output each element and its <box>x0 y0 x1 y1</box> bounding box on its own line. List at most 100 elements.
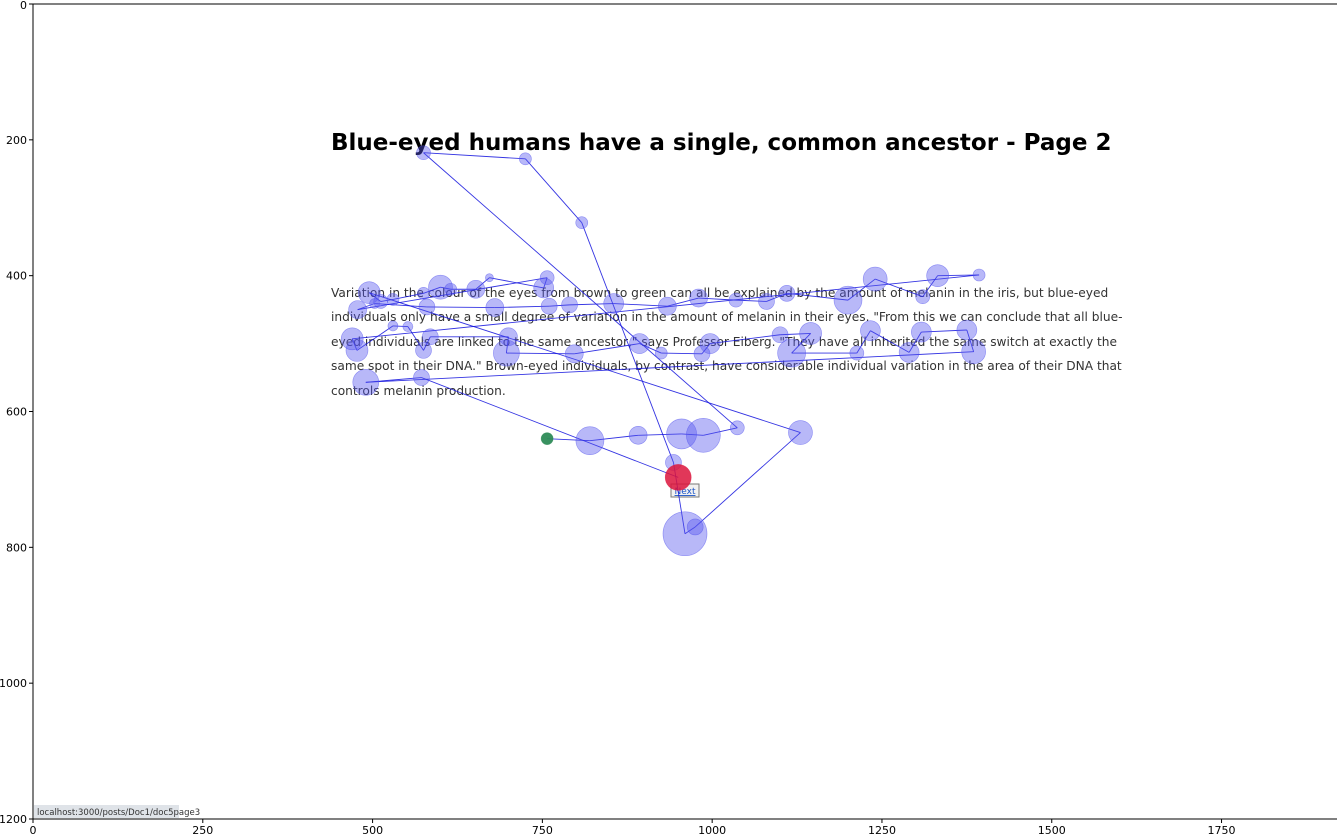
x-axis-ticks: 0 250 500 750 1000 1250 1500 1750 <box>30 819 1236 836</box>
scanpath-segment <box>710 334 781 345</box>
fixation-point <box>788 420 813 445</box>
fixation-point <box>777 338 806 368</box>
fixation-point <box>402 321 414 332</box>
fixation-point <box>485 273 494 283</box>
scanpath-segment <box>423 152 526 160</box>
paragraph-line: same spot in their DNA." Brown-eyed indi… <box>331 359 1122 373</box>
fixation-point <box>413 369 430 386</box>
fixation-point <box>658 296 677 316</box>
x-tick-label: 500 <box>362 824 383 836</box>
scanpath-segment <box>440 286 451 290</box>
scanpath-segment <box>780 332 811 336</box>
fixation-point <box>533 277 555 299</box>
x-tick-label: 1000 <box>698 824 726 836</box>
fixation-point <box>729 420 745 436</box>
scanpath-segment <box>908 331 922 353</box>
scanpath-segment <box>423 152 738 429</box>
x-tick-label: 0 <box>30 824 37 836</box>
fixation-point <box>345 339 369 362</box>
scanpath-segment <box>966 329 975 352</box>
fixation-point <box>898 342 920 363</box>
fixation-point <box>540 297 558 315</box>
y-tick-label: 400 <box>6 270 27 283</box>
fixation-point <box>833 285 863 315</box>
y-tick-label: 200 <box>6 134 27 147</box>
fixation-point <box>466 279 486 299</box>
fixation-point <box>340 327 364 351</box>
scanpath-segment <box>735 299 767 302</box>
fixation-point <box>629 333 650 354</box>
scanpath-segment <box>569 303 614 306</box>
fixation-point <box>386 293 400 306</box>
fixation-point <box>485 298 505 317</box>
fixation-point <box>689 288 708 308</box>
fixation-point <box>417 287 430 300</box>
axes <box>32 3 1337 820</box>
scanpath-segment <box>589 434 639 442</box>
fixation-point <box>561 296 578 314</box>
scanpath-segment <box>505 336 509 354</box>
fixation-start-point <box>540 432 554 445</box>
fixation-point <box>654 346 668 360</box>
fixation-point <box>373 294 389 309</box>
scanpath-segment <box>423 286 441 294</box>
fixation-point <box>799 322 822 345</box>
scanpath-segment <box>937 274 980 277</box>
fixation-point <box>564 344 584 364</box>
fixation-point <box>539 270 555 286</box>
fixation-point <box>575 426 605 456</box>
x-tick-label: 1750 <box>1208 824 1236 836</box>
fixation-point <box>387 320 399 332</box>
fixation-point <box>686 518 704 536</box>
scanpath-segment <box>870 330 910 353</box>
scanpath-segment <box>638 433 682 436</box>
fixation-point <box>499 327 518 347</box>
fixation-point <box>348 300 367 319</box>
scanpath-segment <box>694 432 801 528</box>
fixation-point <box>961 339 986 365</box>
fixation-point <box>972 268 986 282</box>
y-tick-label: 0 <box>20 0 27 12</box>
next-button-label[interactable]: Next <box>675 487 696 497</box>
scanpath-segment <box>921 329 967 333</box>
fixation-point <box>862 266 888 292</box>
fixation-point <box>422 328 439 346</box>
fixation-point <box>911 321 932 343</box>
fixation-point <box>369 298 380 309</box>
fixation-point <box>662 511 708 557</box>
fixation-point <box>416 145 431 161</box>
scanpath-segment <box>681 433 704 436</box>
fixation-points <box>340 145 986 557</box>
y-tick-label: 800 <box>6 541 27 554</box>
paragraph-line: controls melanin production. <box>331 384 506 398</box>
y-axis-ticks: 0 200 400 600 800 1000 1200 <box>0 0 33 826</box>
scanpath-segment <box>856 330 871 354</box>
scanpath-segment <box>421 377 679 478</box>
fixation-point <box>603 293 624 314</box>
scanpath-segment <box>661 352 702 355</box>
article-paragraph: Variation in the colour of the eyes from… <box>331 286 1123 398</box>
scanpath-segment <box>875 278 923 298</box>
scanpath-segment <box>369 292 801 433</box>
scanpath-segment <box>791 333 811 354</box>
x-tick-label: 750 <box>532 824 553 836</box>
scanpath-segment <box>667 297 699 307</box>
scanpath-segment <box>506 352 575 355</box>
fixation-point <box>778 285 796 302</box>
scanpath-segment <box>574 343 640 355</box>
x-tick-label: 1250 <box>868 824 896 836</box>
fixation-point <box>575 216 589 229</box>
fixation-point <box>956 319 978 341</box>
scanpath-segment <box>374 303 427 308</box>
fixation-point <box>926 264 949 287</box>
scanpath-segment <box>549 304 570 307</box>
fixation-point <box>444 282 457 296</box>
scanpath-segment <box>352 274 980 340</box>
scanpath-segment <box>423 336 431 351</box>
y-tick-label: 1000 <box>0 677 27 690</box>
fixation-point <box>493 339 520 367</box>
scanpath-segment <box>701 343 711 355</box>
scanpath-segment <box>365 351 974 383</box>
scanpath-segment <box>525 158 583 223</box>
